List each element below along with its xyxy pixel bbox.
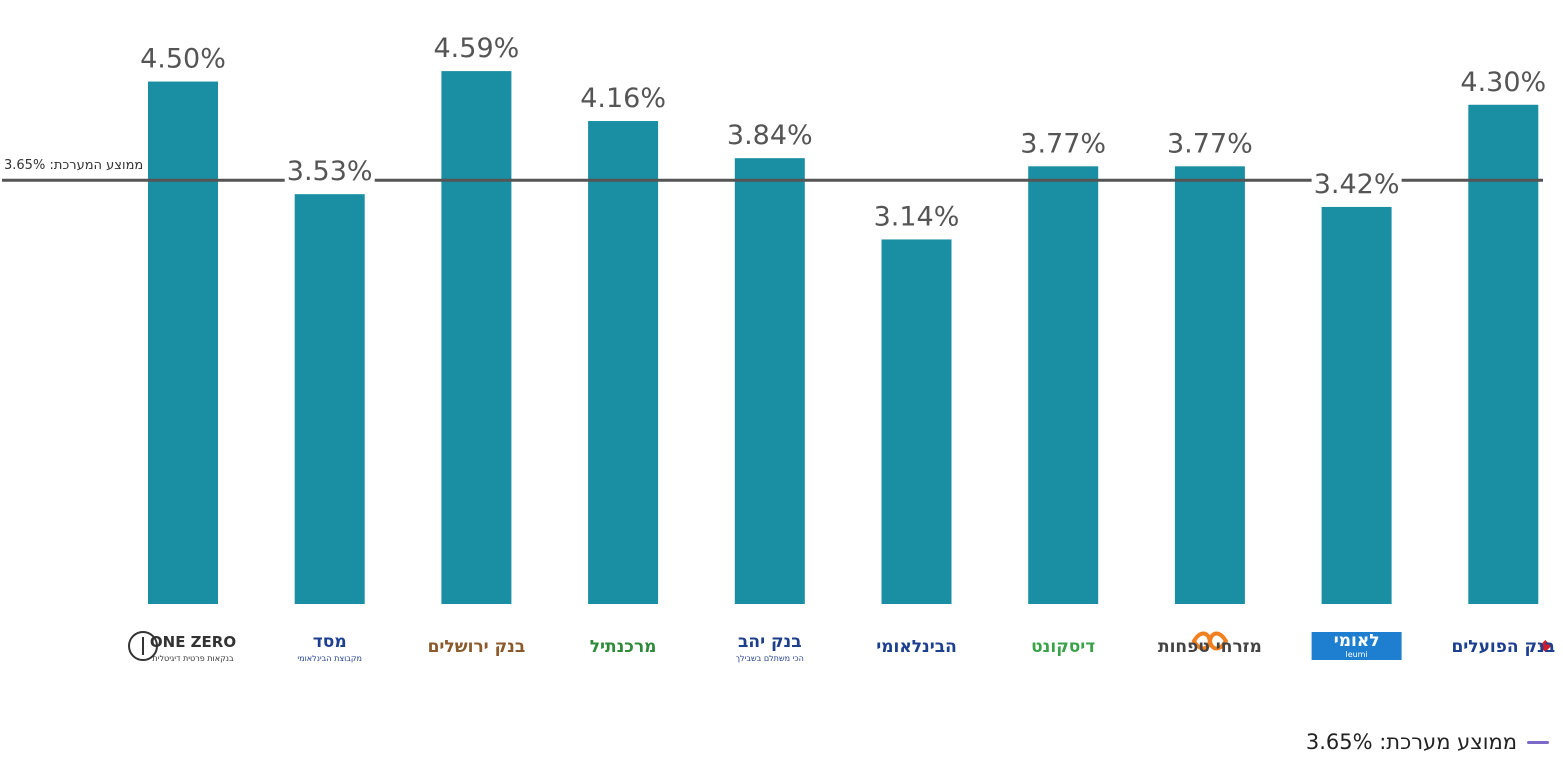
bar-2 xyxy=(294,194,365,605)
category-logo-1: ONE ZERO בנקאות פרטית דיגיטלית xyxy=(128,631,236,663)
category-logo-6: הבינלאומי xyxy=(876,637,957,657)
bar-4 xyxy=(588,121,659,605)
value-label-2: 3.53% xyxy=(287,156,373,187)
value-label-10: 4.30% xyxy=(1460,67,1546,98)
value-labels-group: 4.50% 3.53% 4.59% 4.16% 3.84% 3.14% 3.77% 3.77%… xyxy=(140,33,1546,232)
bars-group xyxy=(148,71,1539,605)
category-subtitle-1: בנקאות פרטית דיגיטלית xyxy=(152,654,234,663)
category-logo-10: בנק הפועלים xyxy=(1451,637,1555,657)
category-label-4: מרכנתיל xyxy=(590,637,657,657)
category-label-8: מזרחי טפחות xyxy=(1158,637,1262,657)
category-logo-8: מזרחי טפחות xyxy=(1158,631,1262,657)
value-label-background-2 xyxy=(284,156,375,187)
category-logo-3: בנק ירושלים xyxy=(428,637,526,657)
bar-6 xyxy=(881,239,952,605)
value-label-6: 3.14% xyxy=(874,201,960,232)
bar-10 xyxy=(1468,104,1539,605)
average-reference-line-group: ממוצע המערכת: 3.65% xyxy=(2,158,1543,182)
bar-5 xyxy=(734,158,805,604)
category-subtitle-5: הכי משתלם בשבילך xyxy=(736,654,804,663)
value-label-8: 3.77% xyxy=(1167,128,1253,159)
category-label-3: בנק ירושלים xyxy=(428,637,526,657)
category-label-2: מסד xyxy=(313,632,347,652)
category-logo-2: מסד מקבוצת הבינלאומי xyxy=(297,632,362,663)
category-label-7: דיסקונט xyxy=(1031,637,1095,657)
bar-7 xyxy=(1028,166,1099,605)
bar-8 xyxy=(1174,166,1245,605)
legend-swatch xyxy=(1527,740,1549,744)
value-label-7: 3.77% xyxy=(1020,128,1106,159)
value-label-5: 3.84% xyxy=(727,120,813,151)
category-label-10: בנק הפועלים xyxy=(1451,637,1555,657)
value-label-background-9 xyxy=(1311,168,1402,199)
legend-label: ממוצע מערכת: 3.65% xyxy=(1305,730,1517,754)
category-logo-7: דיסקונט xyxy=(1031,637,1095,657)
value-label-1: 4.50% xyxy=(140,44,226,75)
legend: ממוצע מערכת: 3.65% xyxy=(1306,730,1549,754)
category-subtitle-2: מקבוצת הבינלאומי xyxy=(297,654,362,663)
category-logo-5: בנק יהב הכי משתלם בשבילך xyxy=(736,632,804,663)
category-logo-4: מרכנתיל xyxy=(590,637,657,657)
category-subtitle-9: leumi xyxy=(1345,650,1367,659)
category-label-6: הבינלאומי xyxy=(876,637,957,657)
value-label-4: 4.16% xyxy=(580,83,666,114)
value-label-3: 4.59% xyxy=(434,33,520,64)
bar-1 xyxy=(148,81,218,605)
bar-3 xyxy=(441,71,512,604)
category-label-9: לאומי xyxy=(1334,631,1380,651)
category-logos-group: ONE ZERO בנקאות פרטית דיגיטלית מסד מקבוצת ה… xyxy=(128,631,1555,663)
bar-9 xyxy=(1321,206,1392,605)
value-label-9: 3.42% xyxy=(1314,169,1400,200)
average-line-label: ממוצע המערכת: 3.65% xyxy=(4,158,143,173)
category-label-1: ONE ZERO xyxy=(150,633,236,651)
category-label-5: בנק יהב xyxy=(738,632,802,652)
